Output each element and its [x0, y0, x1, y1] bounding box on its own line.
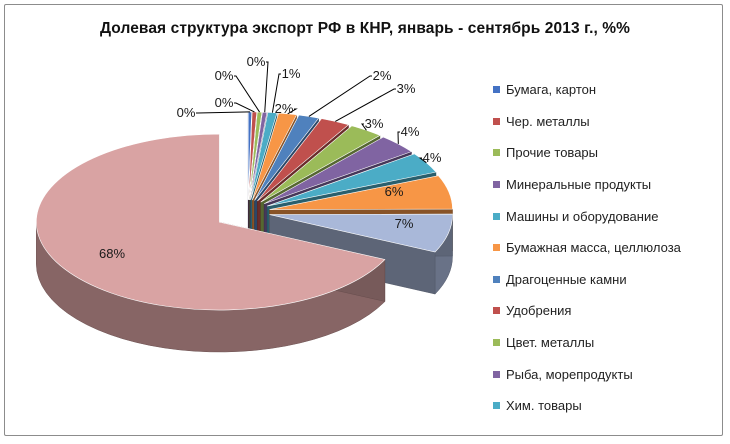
pie-leader-3	[264, 61, 269, 113]
pie-data-label-3: 0%	[247, 54, 266, 69]
pie-data-label-13: 68%	[99, 246, 125, 261]
pie-leader-8	[361, 123, 367, 131]
legend-label-0: Бумага, картон	[506, 82, 597, 98]
chart-legend: Бумага, картон Чер. металлы Прочие товары М…	[493, 74, 719, 422]
legend-item-4: Машины и оборудование	[493, 200, 719, 232]
chart-title: Долевая структура экспорт РФ в КНР, янва…	[99, 20, 631, 37]
legend-label-3: Минеральные продукты	[506, 177, 652, 193]
pie-tops	[36, 111, 453, 311]
pie-data-label-7: 3%	[397, 81, 416, 96]
legend-swatch-10	[493, 402, 500, 410]
legend-swatch-1	[493, 117, 500, 125]
legend-label-10: Хим. товары	[506, 398, 582, 414]
pie-leader-5	[287, 108, 298, 115]
legend-item-1: Чер. металлы	[493, 106, 719, 138]
legend-swatch-0	[493, 86, 500, 94]
legend-item-5: Бумажная масса, целлюлоза	[493, 232, 719, 264]
pie-slice-11	[269, 175, 453, 210]
pie-labels: 0% 0% 0% 0% 1% 2% 2% 3% 3% 4%4% 6% 7% 68%	[99, 54, 442, 261]
legend-label-5: Бумажная масса, целлюлоза	[506, 240, 681, 256]
legend-item-9: Рыба, морепродукты	[493, 358, 719, 390]
pie-leader-10	[418, 157, 427, 164]
pie-leader-2	[234, 75, 261, 113]
legend-label-1: Чер. металлы	[506, 113, 590, 129]
pie-data-label-8: 3%	[365, 116, 384, 131]
pie-leader-9	[397, 131, 400, 144]
pie-data-label-12: 7%	[395, 216, 414, 231]
legend-swatch-7	[493, 307, 500, 315]
pie-leader-6	[308, 75, 372, 117]
legend-item-3: Минеральные продукты	[493, 169, 719, 201]
legend-item-7: Удобрения	[493, 295, 719, 327]
pie-data-label-6: 2%	[373, 68, 392, 83]
legend-swatch-4	[493, 212, 500, 220]
pie-data-label-11: 6%	[385, 184, 404, 199]
legend-label-6: Драгоценные камни	[506, 271, 627, 287]
pie-data-label-5: 2%	[275, 101, 294, 116]
pie-data-label-0: 0%	[177, 105, 196, 120]
legend-swatch-9	[493, 370, 500, 378]
legend-item-2: Прочие товары	[493, 137, 719, 169]
pie-leader-4	[271, 73, 281, 113]
legend-item-8: Цвет. металлы	[493, 327, 719, 359]
pie-data-label-4: 1%	[282, 66, 301, 81]
pie-data-label-10: 4%	[423, 150, 442, 165]
pie-slice-9	[263, 136, 413, 205]
pie-leader-7	[335, 88, 396, 122]
legend-swatch-3	[493, 181, 500, 189]
legend-label-7: Удобрения	[506, 303, 572, 319]
pie-slice-12	[269, 213, 453, 253]
legend-label-4: Машины и оборудование	[506, 208, 659, 224]
pie-leaders	[196, 61, 427, 164]
pie-data-label-2: 0%	[215, 68, 234, 83]
legend-item-0: Бумага, картон	[493, 74, 719, 106]
pie-data-label-9: 4%	[401, 124, 420, 139]
legend-swatch-6	[493, 275, 500, 283]
pie-leader-0	[196, 111, 250, 114]
pie-slice-13	[36, 133, 386, 311]
legend-label-2: Прочие товары	[506, 145, 598, 161]
legend-item-6: Драгоценные камни	[493, 264, 719, 296]
legend-label-9: Рыба, морепродукты	[506, 366, 633, 382]
pie-data-label-1: 0%	[215, 95, 234, 110]
legend-swatch-5	[493, 244, 500, 252]
pie-slice-10	[267, 153, 437, 207]
legend-label-8: Цвет. металлы	[506, 335, 595, 351]
legend-item-10: Хим. товары	[493, 390, 719, 422]
pie-leader-1	[234, 102, 255, 113]
legend-swatch-8	[493, 339, 500, 347]
legend-swatch-2	[493, 149, 500, 157]
